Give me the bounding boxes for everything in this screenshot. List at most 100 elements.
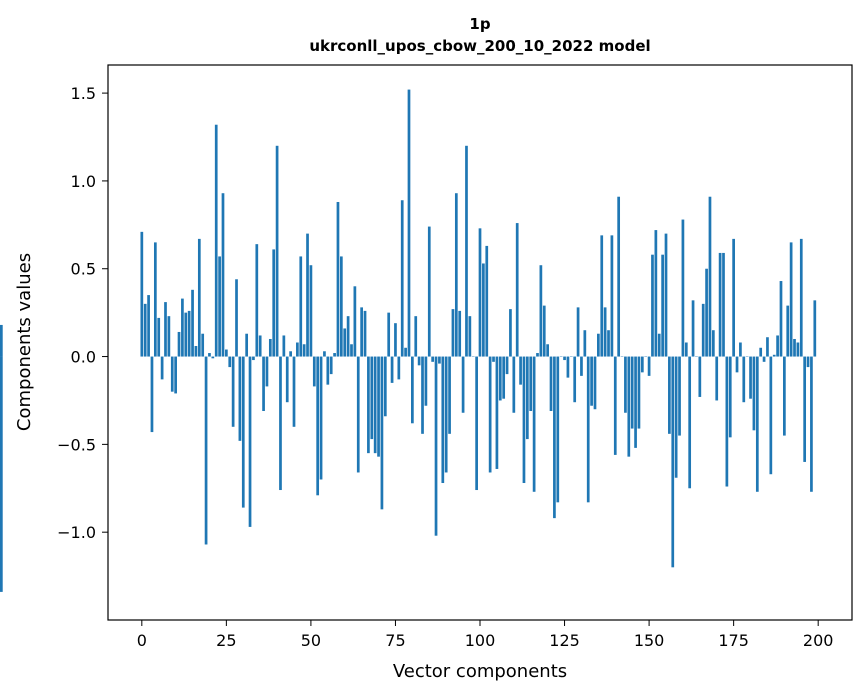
bar [640,356,644,373]
bar [214,124,218,357]
bar [553,356,556,519]
bar [421,356,424,434]
bar [711,330,715,357]
bar [722,252,725,357]
bar [296,342,299,357]
bar [326,356,330,385]
bar [512,356,516,413]
bar [272,249,276,357]
bar [238,356,242,441]
bar [434,356,438,536]
bar [370,356,374,440]
bar [573,356,577,403]
bar [796,342,800,357]
bar [367,356,370,454]
bar [275,145,279,357]
bar [637,356,641,429]
bar [312,356,316,387]
bar [164,302,167,357]
bar [789,242,793,357]
bar [509,309,512,357]
bar [153,242,157,357]
bar [329,356,333,375]
bar [799,238,803,357]
bar [813,300,817,357]
bar [610,235,614,357]
bar [522,356,526,484]
bar [586,356,590,503]
bar [208,353,211,357]
bar [583,330,587,357]
bar [772,354,776,357]
x-axis-ticks: 0 25 50 75 100 125 150 175 200 [137,620,834,650]
bar [306,233,309,357]
bar [776,335,779,357]
bar [431,356,435,362]
bar [448,356,451,434]
x-tick-label: 0 [137,631,147,650]
y-tick-label: 1.5 [71,84,96,103]
bar [715,356,719,401]
x-tick-label: 200 [803,631,834,650]
bar [546,344,549,357]
bar [400,200,404,357]
y-tick-label: −1.0 [57,523,96,542]
bar [495,356,499,469]
bar [235,279,238,357]
bar [617,196,621,357]
y-tick-label: 1.0 [71,172,96,191]
x-tick-label: 75 [385,631,405,650]
bar [255,244,259,357]
bar [603,307,607,357]
bar [414,316,418,357]
bar [708,196,712,357]
bar [262,356,265,411]
bar [339,256,343,357]
bar [728,356,732,438]
bar [597,333,600,357]
bar [218,256,221,357]
bar [563,356,566,361]
bar [549,356,553,411]
bar [651,254,654,357]
bar [353,286,357,357]
bar [248,356,252,527]
bar [674,356,678,478]
plot-frame [107,64,853,621]
bar [404,347,407,357]
bar [810,356,813,492]
bar [346,316,350,357]
bar [742,356,746,403]
bar [427,226,431,357]
bar [184,312,188,357]
bar [319,356,323,480]
bar [705,268,708,357]
bar [181,298,184,357]
y-tick-label: 0.0 [71,348,96,367]
bar [532,356,536,492]
bar [424,356,428,406]
bar [542,305,546,357]
x-tick-label: 50 [301,631,321,650]
bar [140,231,144,357]
bar [356,356,360,473]
bar [668,356,671,434]
bar [525,356,529,440]
bar [241,356,245,508]
bar [383,356,387,417]
bar [363,310,367,357]
bar [360,307,363,357]
bar [231,356,235,427]
bar [657,333,661,357]
bar [786,305,790,357]
bar [245,333,249,357]
bar [803,356,807,462]
bar [701,303,705,357]
bar [407,89,411,357]
bar [170,356,174,392]
bar [556,356,560,503]
bar [309,265,313,357]
bar [174,356,177,394]
bar [454,193,458,357]
